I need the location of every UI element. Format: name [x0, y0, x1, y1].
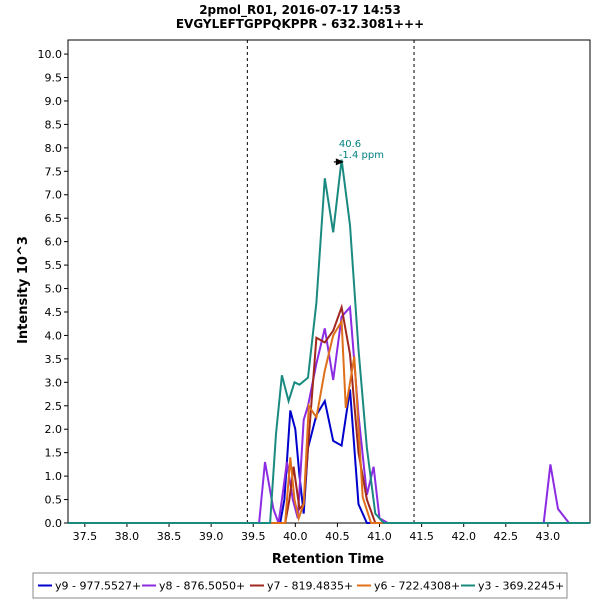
series-line-y3 [68, 159, 590, 524]
y-tick-label: 4.0 [45, 329, 63, 342]
legend-entry-label: y6 - 722.4308+ [374, 580, 460, 593]
y-tick-label: 0.5 [45, 494, 63, 507]
y-tick-label: 1.5 [45, 447, 63, 460]
plot-frame [67, 39, 591, 524]
y-tick-label: 9.0 [45, 95, 63, 108]
legend: y9 - 977.5527+ y8 - 876.5050+ y7 - 819.483… [32, 572, 568, 599]
series-line-y6 [68, 318, 590, 524]
legend-entry-label: y8 - 876.5050+ [159, 580, 245, 593]
legend-box [32, 572, 568, 599]
chart-subtitle: EVGYLEFTGPPQKPPR - 632.3081+++ [176, 17, 424, 31]
y-tick-label: 4.5 [45, 306, 63, 319]
y-tick-label: 5.5 [45, 259, 63, 272]
x-tick-label: 42.0 [451, 530, 476, 543]
y-tick-label: 7.5 [45, 165, 63, 178]
y-tick-label: 9.5 [45, 72, 63, 85]
x-axis-label: Retention Time [272, 552, 384, 567]
y-tick-label: 3.5 [45, 353, 63, 366]
y-axis-label: Intensity 10^3 [16, 236, 31, 344]
legend-entry-label: y9 - 977.5527+ [55, 580, 141, 593]
x-tick-label: 42.5 [494, 530, 519, 543]
x-tick-label: 37.5 [73, 530, 98, 543]
y-tick-label: 6.0 [45, 236, 63, 249]
y-tick-label: 8.5 [45, 118, 63, 131]
y-tick-label: 3.0 [45, 376, 63, 389]
x-tick-label: 41.0 [367, 530, 392, 543]
plot-area: 0.0 0.5 1.0 1.5 2.0 2.5 3.0 3.5 4.0 4.5 5.0 5.5 6.0 6… [38, 39, 591, 543]
y-tick-label: 8.0 [45, 142, 63, 155]
y-tick-label: 5.0 [45, 283, 63, 296]
x-tick-label: 39.0 [199, 530, 224, 543]
chart-title: 2pmol_R01, 2016-07-17 14:53 [199, 3, 401, 18]
y-tick-label: 1.0 [45, 470, 63, 483]
x-tick-label: 38.0 [115, 530, 140, 543]
x-tick-label: 39.5 [241, 530, 266, 543]
peak-annotation-time: 40.6 [339, 139, 361, 150]
x-tick-label: 40.0 [283, 530, 308, 543]
x-tick-label: 43.0 [536, 530, 561, 543]
x-tick-label: 40.5 [325, 530, 350, 543]
peak-annotation-ppm: -1.4 ppm [339, 150, 384, 161]
legend-entry-label: y3 - 369.2245+ [478, 580, 564, 593]
peak-arrow-icon [335, 158, 344, 166]
y-tick-label: 10.0 [38, 48, 63, 61]
y-tick-label: 6.5 [45, 212, 63, 225]
x-tick-label: 41.5 [409, 530, 434, 543]
y-tick-label: 2.5 [45, 400, 63, 413]
legend-entry-label: y7 - 819.4835+ [267, 580, 353, 593]
y-tick-label: 0.0 [45, 517, 63, 530]
y-tick-label: 7.0 [45, 189, 63, 202]
x-tick-label: 38.5 [157, 530, 182, 543]
y-tick-label: 2.0 [45, 423, 63, 436]
